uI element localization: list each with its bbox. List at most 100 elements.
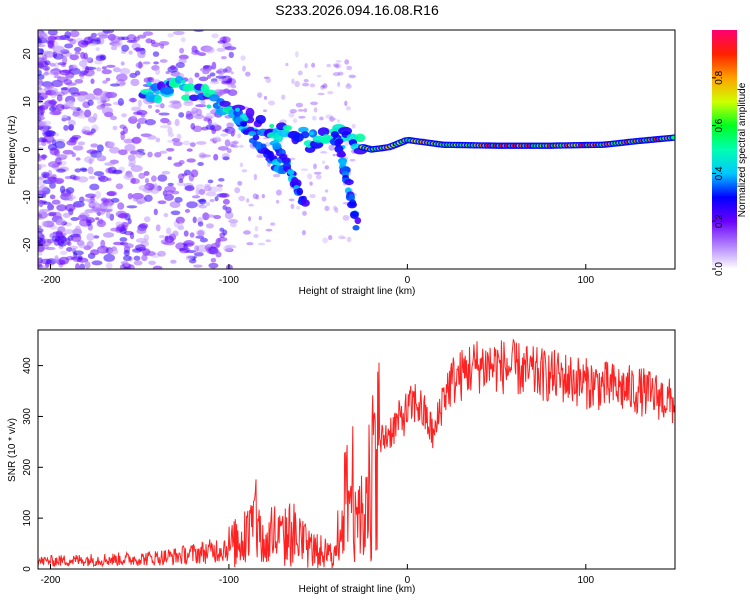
spectrogram-blob <box>148 104 153 109</box>
spectrogram-blob <box>270 222 276 226</box>
spectrogram-blob <box>317 127 330 137</box>
spectrogram-blob <box>61 114 69 122</box>
spectrogram-blob <box>240 120 248 127</box>
spectrogram-blob <box>170 210 181 216</box>
spectrogram-blob <box>160 86 175 95</box>
spectrogram-blob <box>183 230 189 237</box>
spectrogram-blob <box>255 114 266 124</box>
spectrogram-blob <box>224 46 237 51</box>
spectrogram-blob <box>144 177 150 184</box>
y-tick-label: 0 <box>22 146 33 152</box>
spectrogram-blob <box>40 238 52 247</box>
spectrogram-blob <box>248 203 254 207</box>
spectrogram-blob <box>275 199 280 204</box>
spectrogram-blob <box>166 120 172 126</box>
spectrogram-blob <box>131 136 142 144</box>
spectrogram-blob <box>147 151 153 158</box>
spectrogram-blob <box>124 144 136 152</box>
spectrogram-blob <box>163 212 169 218</box>
spectrogram-blob <box>69 30 80 38</box>
spectrogram-blob <box>40 258 52 265</box>
spectrogram-blob <box>346 65 353 71</box>
spectrogram-blob <box>119 237 128 242</box>
spectrogram-blob <box>334 207 339 213</box>
spectrogram-blob <box>213 153 219 161</box>
colorbar-tick-label: 0.2 <box>714 214 725 228</box>
spectrogram-blob <box>348 193 356 202</box>
spectrogram-blob <box>258 215 262 221</box>
spectrogram-blob <box>83 109 92 118</box>
spectrogram-blob <box>226 148 232 154</box>
spectrogram-blob <box>245 107 255 118</box>
spectrogram-blob <box>309 83 316 88</box>
spectrogram-blob <box>89 183 100 191</box>
spectrogram-blob <box>309 181 313 186</box>
spectrogram-blob <box>199 237 208 243</box>
spectrogram-blob <box>164 185 176 193</box>
spectrogram-blob <box>137 99 143 108</box>
spectrogram-blob <box>90 143 99 148</box>
spectrogram-blob <box>52 177 65 185</box>
spectrogram-blob <box>97 248 104 253</box>
spectrogram-blob <box>84 261 91 269</box>
spectrogram-blob <box>130 165 143 172</box>
spectrogram-blob <box>105 77 111 82</box>
spectrogram-blob <box>242 65 246 72</box>
spectrogram-blob <box>344 140 349 146</box>
spectrogram-blob <box>339 236 347 240</box>
spectrogram-blob <box>57 241 67 247</box>
spectrogram-blob <box>342 215 350 221</box>
spectrogram-blob <box>44 130 56 137</box>
spectrogram-blob <box>112 67 121 73</box>
spectrogram-blob <box>127 192 133 200</box>
spectrogram-blob <box>47 179 56 185</box>
spectrogram-blob <box>333 205 337 211</box>
spectrogram-blob <box>198 188 206 195</box>
spectrogram-blob <box>301 229 306 236</box>
spectrogram-blob <box>176 133 182 140</box>
spectrogram-blob <box>275 189 282 196</box>
spectrogram-blob <box>315 174 322 180</box>
spectrogram-blob <box>38 153 41 162</box>
spectrogram-blob <box>186 201 198 209</box>
spectrogram-blob <box>219 227 225 232</box>
spectrogram-blob <box>194 72 200 78</box>
spectrogram-blob <box>143 216 151 223</box>
spectrogram-blob <box>95 55 106 61</box>
spectrogram-blob <box>207 118 213 125</box>
spectrogram-blob <box>200 87 206 92</box>
spectrogram-blob <box>161 170 171 175</box>
spectrogram-blob <box>50 99 57 107</box>
spectrogram-blob <box>248 130 257 137</box>
spectrogram-blob <box>77 176 89 183</box>
spectrogram-blob <box>95 47 100 51</box>
spectrogram-blob <box>38 200 44 207</box>
spectrogram-blob <box>103 253 116 262</box>
spectrogram-blob <box>188 94 200 102</box>
spectrogram-blob <box>178 247 185 252</box>
spectrogram-blob <box>157 200 167 205</box>
spectrogram-blob <box>269 124 275 128</box>
spectrogram-blob <box>174 196 183 203</box>
spectrogram-blob <box>51 235 61 242</box>
spectrogram-blob <box>206 74 212 79</box>
x-tick-label: -200 <box>40 275 60 286</box>
spectrogram-blob <box>136 228 147 235</box>
spectrogram-blob <box>329 116 335 122</box>
spectrogram-blob <box>54 148 60 157</box>
spectrogram-blob <box>205 223 214 229</box>
spectrogram-blob <box>312 115 317 121</box>
spectrogram-blob <box>133 111 143 116</box>
spectrogram-blob <box>157 174 168 182</box>
spectrogram-blob <box>168 104 177 109</box>
spectrogram-blob <box>109 146 120 154</box>
spectrogram-blob <box>119 67 131 75</box>
spectrogram-blob <box>182 140 191 146</box>
spectrogram-blob <box>220 55 227 60</box>
spectrogram-blob <box>222 156 230 161</box>
spectrogram-blob <box>272 173 281 178</box>
spectrogram-blob <box>38 193 45 198</box>
spectrogram-blob <box>193 30 205 33</box>
spectrogram-blob <box>137 117 148 124</box>
spectrogram-blob <box>85 93 96 101</box>
